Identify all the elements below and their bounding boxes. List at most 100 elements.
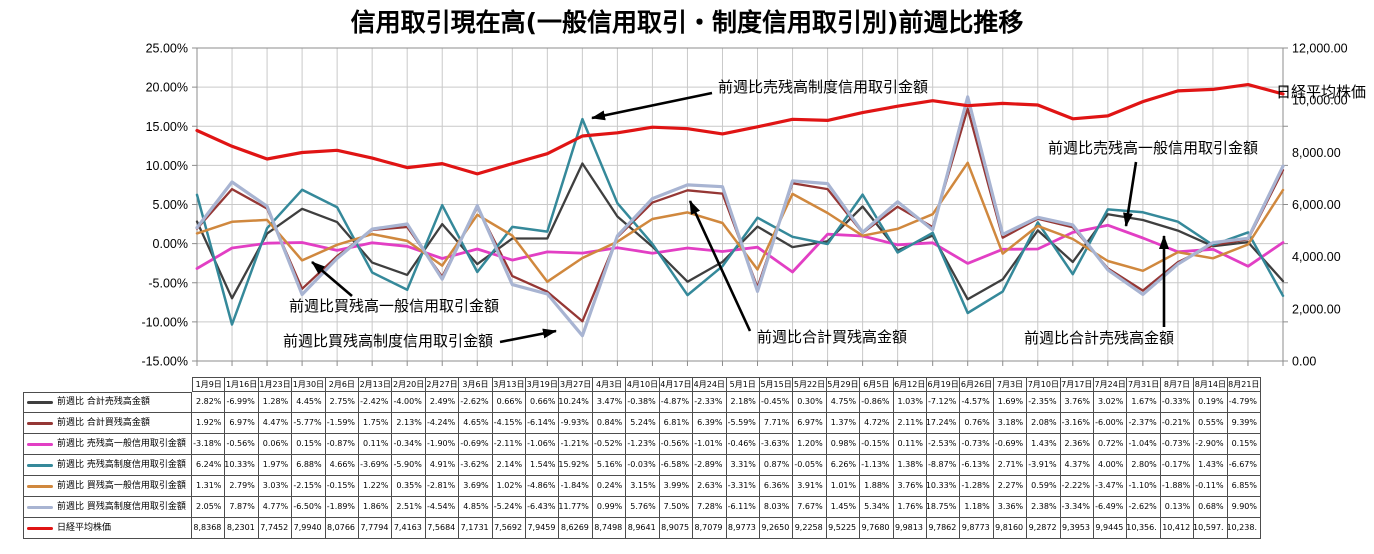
table-cell: -6.99% [225, 392, 259, 413]
table-cell: 2.11% [893, 413, 927, 434]
table-cell: 8,2301 [225, 518, 259, 539]
table-cell: 7,7452 [258, 518, 293, 539]
table-cell: 9,2258 [793, 518, 827, 539]
table-cell: 0.55% [1194, 413, 1228, 434]
legend-label: 前週比 合計売残高金額 [57, 397, 150, 407]
legend-label: 前週比 売残高一般信用取引金額 [57, 438, 186, 449]
chart-annotation: 前週比売残高制度信用取引金額 [718, 78, 928, 96]
table-cell: -5.90% [392, 455, 426, 476]
table-cell: 1.43% [1027, 434, 1061, 455]
table-cell: 9,2650 [759, 518, 794, 539]
table-cell: 2.27% [993, 476, 1028, 497]
table-cell: 2.05% [192, 497, 226, 518]
legend-swatch-icon [27, 401, 53, 404]
table-cell: -2.33% [693, 392, 727, 413]
table-cell: 0.59% [1027, 476, 1061, 497]
table-cell: 17.24% [926, 413, 961, 434]
table-cell: 1.01% [826, 476, 861, 497]
table-cell: -2.15% [292, 476, 326, 497]
date-header-cell: 4月17日 [659, 377, 694, 392]
right-axis-tick-label: 0.00 [1292, 355, 1316, 369]
date-header-cell: 5月15日 [759, 377, 794, 392]
table-cell: 0.11% [893, 434, 927, 455]
table-cell: -4.79% [1227, 392, 1261, 413]
table-cell: -1.04% [1127, 434, 1161, 455]
table-cell: 3.69% [459, 476, 493, 497]
table-cell: 0.15% [1227, 434, 1261, 455]
left-axis-tick-label: 25.00% [146, 42, 188, 56]
table-cell: -0.46% [726, 434, 760, 455]
table-cell: 3.36% [993, 497, 1028, 518]
left-axis-tick-label: 0.00% [153, 237, 188, 251]
table-cell: 1.37% [826, 413, 861, 434]
table-cell: 1.31% [192, 476, 226, 497]
table-cell: 6.88% [292, 455, 326, 476]
date-header-cell: 1月16日 [225, 377, 259, 392]
table-cell: -6.43% [526, 497, 560, 518]
table-cell: -0.56% [225, 434, 259, 455]
table-cell: 7,1731 [459, 518, 493, 539]
right-axis-tick-label: 10,000.00 [1292, 94, 1348, 108]
table-cell: 3.99% [659, 476, 694, 497]
table-cell: -0.86% [860, 392, 894, 413]
table-cell: -1.28% [960, 476, 994, 497]
date-header-cell: 2月27日 [425, 377, 460, 392]
table-cell: 0.84% [592, 413, 627, 434]
date-header-cell: 7月17日 [1060, 377, 1094, 392]
table-cell: 3.15% [626, 476, 660, 497]
annotation-arrow [591, 91, 713, 121]
table-cell: -1.84% [559, 476, 593, 497]
table-cell: 9,7862 [926, 518, 961, 539]
table-cell: 1.43% [1194, 455, 1228, 476]
date-header-cell: 7月3日 [993, 377, 1028, 392]
date-header-cell: 3月13日 [492, 377, 527, 392]
table-cell: 6.81% [659, 413, 694, 434]
table-cell: -2.62% [459, 392, 493, 413]
table-cell: -11.77% [559, 497, 593, 518]
table-cell: 6.26% [826, 455, 861, 476]
table-cell: 2.13% [392, 413, 426, 434]
left-axis-tick-label: 15.00% [146, 120, 188, 134]
date-header-cell: 3月6日 [459, 377, 493, 392]
date-header-cell: 1月23日 [258, 377, 293, 392]
table-cell: -6.50% [292, 497, 326, 518]
table-cell: -2.81% [425, 476, 460, 497]
table-cell: 7.87% [225, 497, 259, 518]
table-cell: -2.35% [1027, 392, 1061, 413]
table-cell: 10.24% [559, 392, 593, 413]
table-cell: -1.59% [325, 413, 360, 434]
table-cell: 1.28% [258, 392, 293, 413]
table-cell: -1.23% [626, 434, 660, 455]
table-cell: 0.15% [292, 434, 326, 455]
table-cell: 7,7794 [359, 518, 393, 539]
legend-cell: 日経平均株価 [23, 518, 192, 539]
table-cell: 7.67% [793, 497, 827, 518]
table-cell: -1.90% [425, 434, 460, 455]
table-cell: -6.14% [526, 413, 560, 434]
table-cell: -1.88% [1160, 476, 1195, 497]
chart-annotation: 日経平均株価 [1276, 83, 1366, 101]
table-cell: 5.76% [626, 497, 660, 518]
legend-cell: 前週比 合計買残高金額 [23, 413, 192, 434]
table-cell: 3.03% [258, 476, 293, 497]
table-cell: -2.62% [1127, 497, 1161, 518]
axis-ticks [192, 47, 1288, 366]
table-cell: 1.75% [359, 413, 393, 434]
table-cell: 1.97% [258, 455, 293, 476]
table-cell: -6.49% [1093, 497, 1128, 518]
table-cell: 0.35% [392, 476, 426, 497]
table-cell: -0.56% [659, 434, 694, 455]
table-cell: -7.12% [926, 392, 961, 413]
table-cell: -0.73% [1160, 434, 1195, 455]
chart-annotation: 前週比合計売残高金額 [1024, 329, 1174, 347]
table-cell: -1.06% [526, 434, 560, 455]
series-line-6 [195, 82, 1285, 176]
table-cell: 4.72% [860, 413, 894, 434]
table-cell: 1.18% [960, 497, 994, 518]
table-cell: -1.13% [860, 455, 894, 476]
table-cell: 2.18% [726, 392, 760, 413]
table-cell: -6.11% [726, 497, 760, 518]
table-cell: -0.73% [960, 434, 994, 455]
